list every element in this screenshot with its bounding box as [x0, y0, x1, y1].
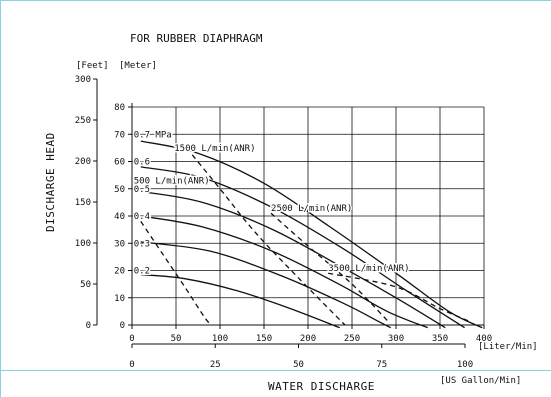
liter-tick-label: 200: [300, 334, 316, 344]
pressure-curve: [140, 140, 483, 329]
air-consumption-line: [270, 212, 390, 323]
feet-tick-label: 200: [75, 157, 91, 167]
pressure-curve: [140, 215, 428, 329]
x-unit-gallon-label: [US Gallon/Min]: [440, 376, 521, 386]
x-unit-liter-label: [Liter/Min]: [478, 342, 538, 352]
air-consumption-line: [140, 221, 212, 326]
meter-tick-label: 30: [114, 239, 125, 249]
liter-tick-label: 300: [388, 334, 404, 344]
feet-tick-label: 0: [86, 321, 91, 331]
y-axis-title: DISCHARGE HEAD: [44, 132, 57, 232]
pressure-curve: [140, 190, 446, 329]
meter-tick-label: 20: [114, 267, 125, 277]
meter-tick-label: 10: [114, 294, 125, 304]
feet-tick-label: 250: [75, 116, 91, 126]
feet-tick-label: 100: [75, 239, 91, 249]
liter-tick-label: 400: [476, 334, 492, 344]
feet-tick-label: 300: [75, 75, 91, 85]
series-layer: [140, 140, 483, 329]
meter-tick-label: 80: [114, 103, 125, 113]
gallon-tick-label: 50: [293, 360, 304, 370]
gallon-tick-label: 100: [457, 360, 473, 370]
meter-tick-label: 40: [114, 212, 125, 222]
liter-tick-label: 100: [212, 334, 228, 344]
feet-tick-label: 50: [80, 280, 91, 290]
meter-tick-label: 0: [120, 321, 125, 331]
pressure-curve-label: 0.5: [134, 185, 150, 195]
frame-bottom-rule: [0, 370, 551, 371]
gallon-tick-label: 0: [129, 360, 134, 370]
liter-tick-label: 350: [432, 334, 448, 344]
liter-tick-label: 250: [344, 334, 360, 344]
air-consumption-label: 500 L/min(ANR): [134, 177, 210, 187]
gallon-tick-label: 25: [210, 360, 221, 370]
liter-tick-label: 50: [171, 334, 182, 344]
x-axis-title: WATER DISCHARGE: [268, 380, 375, 393]
meter-tick-label: 60: [114, 158, 125, 168]
y-unit-feet-label: [Feet]: [76, 61, 109, 71]
gallon-tick-label: 75: [376, 360, 387, 370]
meter-tick-label: 70: [114, 130, 125, 140]
liter-tick-label: 150: [256, 334, 272, 344]
air-consumption-line: [328, 272, 472, 323]
liter-tick-label: 0: [129, 334, 134, 344]
pressure-curve: [140, 273, 340, 329]
feet-tick-label: 150: [75, 198, 91, 208]
pressure-curve-label: 0.7 MPa: [134, 130, 172, 140]
pressure-curve-label: 0.6: [134, 158, 150, 168]
air-consumption-label: 1500 L/min(ANR): [174, 144, 255, 154]
air-consumption-label: 3500 L/min(ANR): [328, 264, 409, 274]
grid-layer: [132, 106, 485, 325]
meter-tick-label: 50: [114, 185, 125, 195]
air-consumption-label: 2500 L/min(ANR): [271, 204, 352, 214]
pressure-curve-label: 0.4: [134, 212, 150, 222]
chart-title: FOR RUBBER DIAPHRAGM: [130, 32, 263, 45]
pressure-curve-label: 0.2: [134, 267, 150, 277]
air-consumption-line: [186, 147, 346, 326]
label-layer: 0.7 MPa 0.6 0.5 0.4 0.3 0.2 500 L/min(ANR) 1500…: [132, 129, 411, 278]
y-unit-meter-label: [Meter]: [119, 61, 157, 71]
air-consumption-layer: [140, 147, 472, 326]
pressure-curve-label: 0.3: [134, 239, 150, 249]
